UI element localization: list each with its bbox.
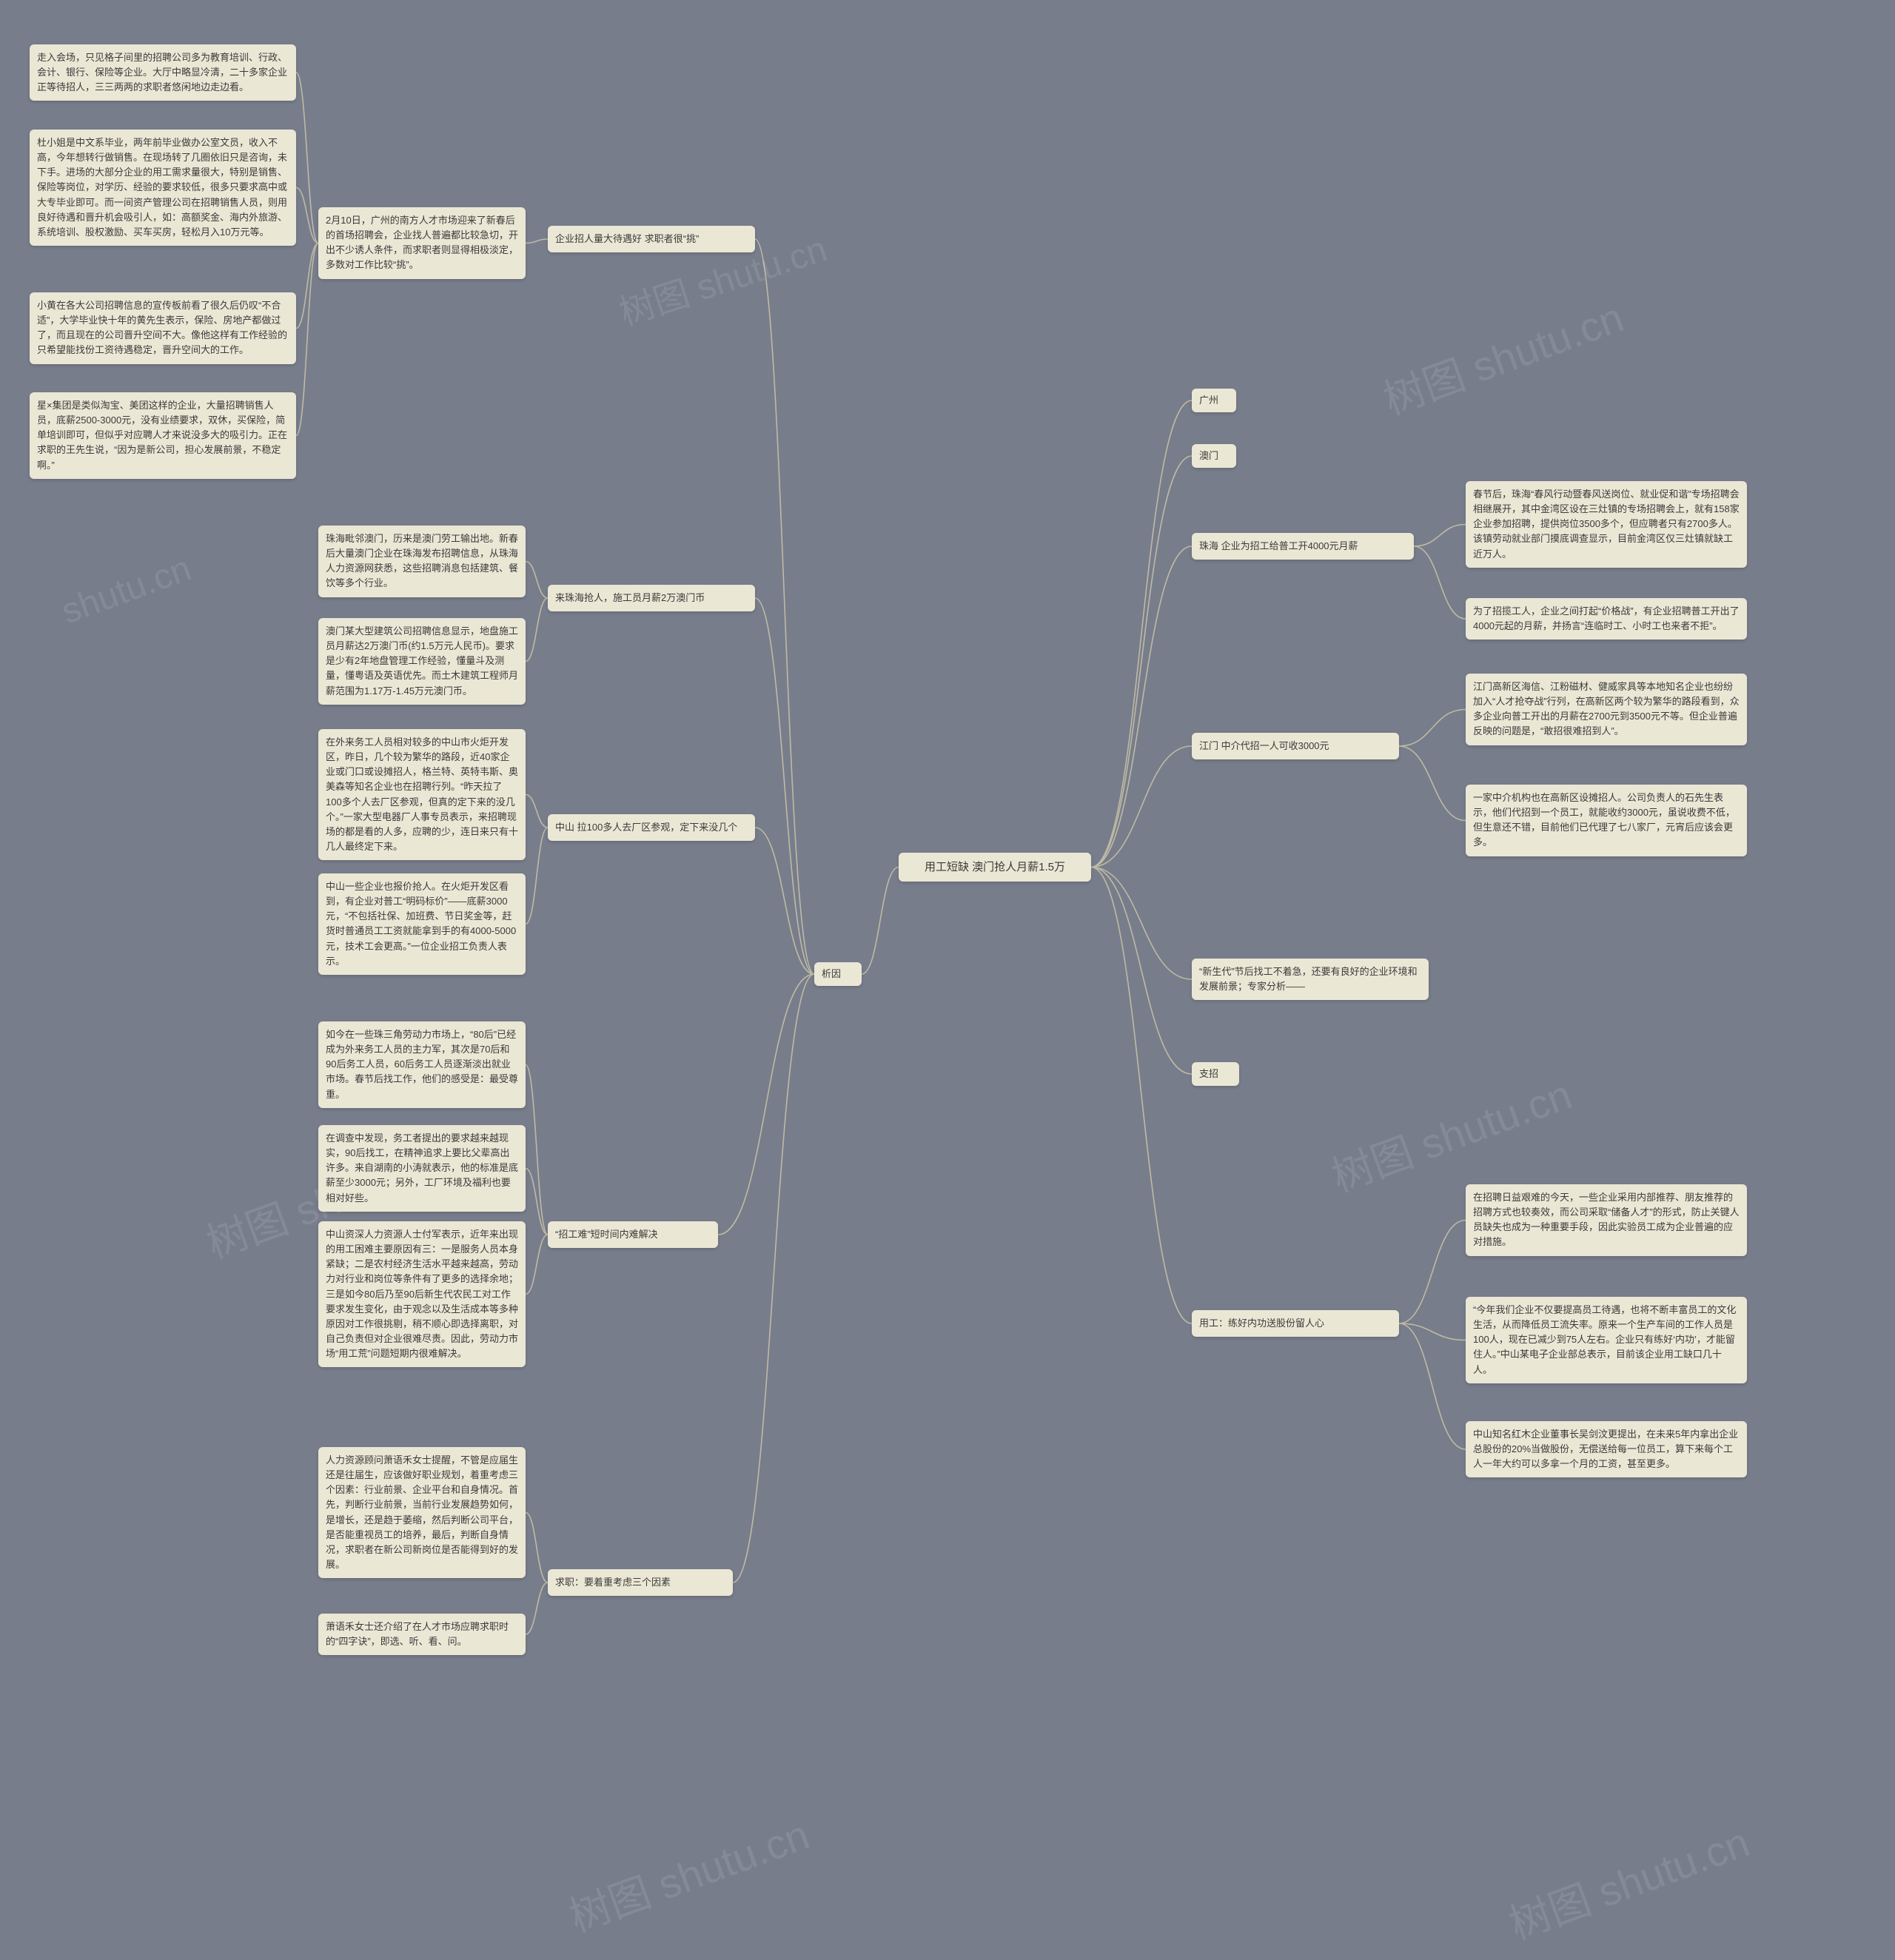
edge (1091, 456, 1192, 867)
edge (755, 828, 814, 974)
mindmap-node[interactable]: 星×集团是类似淘宝、美团这样的企业，大量招聘销售人员，底薪2500-3000元，… (30, 392, 296, 479)
mindmap-node[interactable]: 广州 (1192, 389, 1236, 412)
edge (526, 239, 548, 244)
mindmap-node[interactable]: 用工：练好内功送股份留人心 (1192, 1310, 1399, 1337)
mindmap-node[interactable]: 珠海毗邻澳门，历来是澳门劳工输出地。新春后大量澳门企业在珠海发布招聘信息，从珠海… (318, 526, 526, 597)
edge (526, 828, 548, 924)
watermark: 树图 shutu.cn (1374, 284, 1631, 426)
edge (526, 795, 548, 828)
mindmap-node[interactable]: 江门 中介代招一人可收3000元 (1192, 733, 1399, 759)
mindmap-node[interactable]: 中山资深人力资源人士付军表示，近年来出现的用工困难主要原因有三：一是服务人员本身… (318, 1221, 526, 1367)
mindmap-node[interactable]: 析因 (814, 962, 862, 986)
edge (526, 598, 548, 662)
mindmap-node[interactable]: 一家中介机构也在高新区设摊招人。公司负责人的石先生表示，他们代招到一个员工，就能… (1466, 785, 1747, 856)
edge (733, 974, 814, 1583)
mindmap-node[interactable]: 江门高新区海信、江粉磁材、健威家具等本地知名企业也纷纷加入“人才抢夺战”行列，在… (1466, 674, 1747, 745)
edge (755, 598, 814, 974)
mindmap-node[interactable]: 来珠海抢人，施工员月薪2万澳门币 (548, 585, 755, 611)
mindmap-node[interactable]: 中山知名红木企业董事长吴剑汶更提出，在未来5年内拿出企业总股份的20%当做股份，… (1466, 1421, 1747, 1477)
mindmap-node[interactable]: 企业招人量大待遇好 求职者很“挑” (548, 226, 755, 252)
edge (1414, 525, 1466, 547)
mindmap-node[interactable]: “新生代”节后找工不着急，还要有良好的企业环境和发展前景；专家分析—— (1192, 959, 1429, 1000)
edge (526, 562, 548, 599)
mindmap-node[interactable]: 为了招揽工人，企业之间打起“价格战”，有企业招聘普工开出了4000元起的月薪，并… (1466, 598, 1747, 640)
mindmap-node[interactable]: 杜小姐是中文系毕业，两年前毕业做办公室文员，收入不高，今年想转行做销售。在现场转… (30, 130, 296, 246)
mindmap-node[interactable]: 小黄在各大公司招聘信息的宣传板前看了很久后仍叹“不合适”，大学毕业快十年的黄先生… (30, 292, 296, 364)
mindmap-node[interactable]: 2月10日，广州的南方人才市场迎来了新春后的首场招聘会，企业找人普遍都比较急切，… (318, 207, 526, 279)
watermark: shutu.cn (56, 548, 196, 633)
edge (1091, 867, 1192, 980)
edge (526, 1235, 548, 1295)
mindmap-node[interactable]: 在调查中发现，务工者提出的要求越来越现实，90后找工，在精神追求上要比父辈高出许… (318, 1125, 526, 1212)
edge (526, 1169, 548, 1235)
edge (862, 867, 899, 975)
mindmap-stage: 树图 shutu.cn 树图 shutu.cn 树图 shutu.cn 树图 shut… (0, 0, 1895, 1960)
edge (755, 239, 814, 974)
mindmap-node[interactable]: 澳门某大型建筑公司招聘信息显示，地盘施工员月薪达2万澳门币(约1.5万元人民币)… (318, 618, 526, 705)
edge (1399, 710, 1466, 747)
mindmap-node[interactable]: 萧语禾女士还介绍了在人才市场应聘求职时的“四字诀”，即选、听、看、问。 (318, 1614, 526, 1655)
edge (1091, 867, 1192, 1324)
mindmap-node[interactable]: 中山 拉100多人去厂区参观，定下来没几个 (548, 814, 755, 841)
mindmap-node[interactable]: 走入会场，只见格子间里的招聘公司多为教育培训、行政、会计、银行、保险等企业。大厅… (30, 44, 296, 101)
edge (718, 974, 814, 1235)
mindmap-node[interactable]: 人力资源顾问萧语禾女士提醒，不管是应届生还是往届生，应该做好职业规划，着重考虑三… (318, 1447, 526, 1578)
edge (1399, 1323, 1466, 1449)
mindmap-node[interactable]: 中山一些企业也报价抢人。在火炬开发区看到，有企业对普工“明码标价”——底薪300… (318, 873, 526, 975)
edge (526, 1065, 548, 1235)
watermark: 树图 shutu.cn (1322, 1061, 1579, 1204)
edge (1091, 746, 1192, 867)
mindmap-node[interactable]: 在招聘日益艰难的今天，一些企业采用内部推荐、朋友推荐的招聘方式也较奏效，而公司采… (1466, 1184, 1747, 1256)
watermark: 树图 shutu.cn (560, 1802, 816, 1944)
mindmap-node[interactable]: 用工短缺 澳门抢人月薪1.5万 (899, 853, 1091, 882)
mindmap-node[interactable]: 珠海 企业为招工给普工开4000元月薪 (1192, 533, 1414, 560)
watermark: 树图 shutu.cn (1500, 1809, 1757, 1951)
mindmap-node[interactable]: 如今在一些珠三角劳动力市场上，“80后”已经成为外来务工人员的主力军，其次是70… (318, 1021, 526, 1108)
edge (1091, 546, 1192, 867)
edge (1399, 1221, 1466, 1324)
mindmap-node[interactable]: 春节后，珠海“春风行动暨春风送岗位、就业促和谐”专场招聘会相继展开，其中金湾区设… (1466, 481, 1747, 568)
edge (1399, 746, 1466, 821)
edge (1091, 867, 1192, 1075)
edge (526, 1583, 548, 1634)
edge (296, 188, 318, 244)
edge (296, 244, 318, 329)
edge (296, 244, 318, 436)
edge (1414, 546, 1466, 619)
mindmap-node[interactable]: 求职：要着重考虑三个因素 (548, 1569, 733, 1596)
edge (1399, 1323, 1466, 1340)
mindmap-node[interactable]: “招工难”短时间内难解决 (548, 1221, 718, 1248)
edge (1091, 400, 1192, 867)
mindmap-node[interactable]: 支招 (1192, 1062, 1239, 1086)
edge (296, 73, 318, 244)
mindmap-node[interactable]: 澳门 (1192, 444, 1236, 468)
mindmap-node[interactable]: 在外来务工人员相对较多的中山市火炬开发区，昨日，几个较为繁华的路段，近40家企业… (318, 729, 526, 860)
mindmap-node[interactable]: “今年我们企业不仅要提高员工待遇，也将不断丰富员工的文化生活，从而降低员工流失率… (1466, 1297, 1747, 1383)
edge (526, 1513, 548, 1583)
